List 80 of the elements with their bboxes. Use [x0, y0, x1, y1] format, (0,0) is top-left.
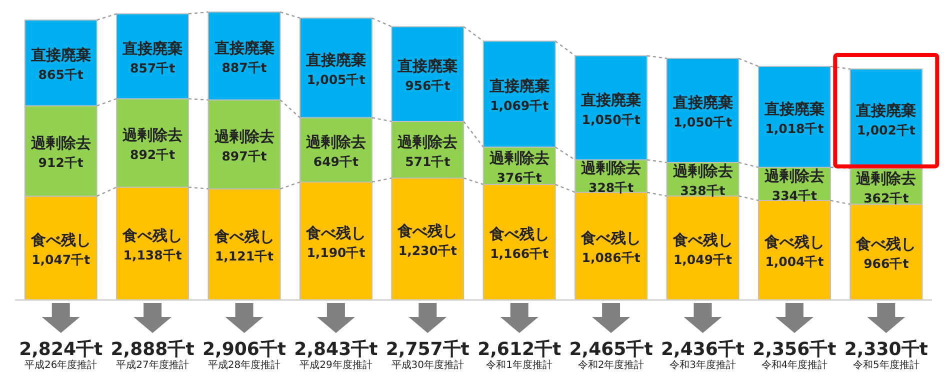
text: 直接廃棄 — [214, 38, 274, 57]
x-tick-label: 平成29年度推計 — [300, 359, 372, 371]
data-label: 865千t — [38, 66, 84, 82]
text: 過剰除去 — [764, 166, 824, 185]
data-label: 334千t — [772, 188, 818, 203]
data-label: 912千t — [38, 154, 84, 170]
x-tick-label: 令和1年度推計 — [486, 359, 553, 371]
data-label: 1,050千t — [582, 112, 640, 127]
data-label: 1,230千t — [398, 243, 457, 258]
text: 直接廃棄 — [672, 93, 733, 112]
total-label: 2,356千t — [752, 339, 837, 360]
text: 食べ残し — [122, 226, 183, 245]
data-label: 892千t — [130, 146, 176, 162]
data-label: 1,047千t — [32, 252, 90, 268]
series-label: 過剰除去 — [672, 162, 733, 180]
series-label: 直接廃棄 — [30, 46, 91, 64]
text: 過剰除去 — [306, 132, 366, 151]
x-tick-label: 令和3年度推計 — [670, 359, 736, 371]
data-label: 1,005千t — [306, 72, 366, 87]
text: 直接廃棄 — [856, 102, 916, 120]
text: 過剰除去 — [856, 169, 916, 188]
text: 食べ残し — [581, 229, 642, 248]
text: 直接廃棄 — [398, 57, 458, 76]
data-label: 328千t — [588, 180, 634, 196]
data-label: 376千t — [496, 170, 542, 185]
data-label: 897千t — [222, 148, 267, 164]
data-label: 1,086千t — [582, 250, 640, 266]
data-label: 857千t — [130, 60, 176, 76]
data-label: 1,050千t — [673, 114, 732, 130]
total-label: 2,757千t — [386, 339, 470, 360]
total-label: 2,612千t — [478, 339, 562, 360]
text: 食べ残し — [672, 231, 733, 249]
data-label: 1,166千t — [490, 246, 549, 262]
x-tick-label: 平成27年度推計 — [116, 359, 189, 371]
text: 過剰除去 — [398, 132, 458, 151]
text: 食べ残し — [856, 235, 916, 254]
x-tick-label: 平成28年度推計 — [208, 359, 281, 371]
text: 食べ残し — [398, 222, 458, 240]
text: 過剰除去 — [581, 159, 642, 178]
data-label: 571千t — [405, 154, 450, 169]
data-label: 1,069千t — [490, 98, 549, 114]
text: 過剰除去 — [489, 148, 550, 167]
text: 過剰除去 — [122, 126, 183, 144]
x-tick-label: 平成30年度推計 — [391, 359, 464, 371]
text: 直接廃棄 — [764, 100, 824, 118]
text: 食べ残し — [489, 225, 550, 244]
total-label: 2,465千t — [569, 339, 654, 360]
data-label: 362千t — [864, 190, 909, 206]
text: 食べ残し — [214, 227, 274, 246]
data-label: 1,004千t — [765, 254, 824, 270]
text: 直接廃棄 — [581, 90, 642, 109]
data-label: 1,138千t — [123, 248, 182, 263]
text: 食べ残し — [764, 233, 824, 252]
data-label: 1,121千t — [214, 248, 274, 264]
x-tick-label: 令和2年度推計 — [578, 359, 644, 371]
text: 過剰除去 — [30, 134, 91, 152]
text: 直接廃棄 — [306, 50, 366, 69]
text: 直接廃棄 — [122, 39, 183, 58]
text: 過剰除去 — [214, 127, 274, 146]
data-label: 1,018千t — [765, 120, 824, 136]
data-label: 956千t — [405, 78, 450, 94]
data-label: 1,190千t — [306, 245, 366, 260]
data-label: 1,002千t — [856, 122, 916, 138]
total-label: 2,906千t — [202, 339, 286, 360]
data-label: 887千t — [222, 60, 267, 75]
data-label: 338千t — [680, 183, 726, 198]
text: 直接廃棄 — [489, 77, 550, 96]
data-label: 1,049千t — [673, 252, 732, 267]
text: 食べ残し — [306, 224, 366, 242]
data-label: 649千t — [313, 154, 359, 169]
data-label: 966千t — [864, 256, 909, 272]
total-label: 2,824千t — [19, 339, 104, 360]
series-label: 食べ残し — [30, 231, 91, 250]
x-tick-label: 令和4年度推計 — [761, 359, 828, 371]
total-label: 2,436千t — [660, 339, 745, 360]
total-label: 2,330千t — [844, 339, 928, 360]
x-tick-label: 令和5年度推計 — [852, 359, 920, 371]
x-tick-label: 平成26年度推計 — [24, 359, 98, 371]
total-label: 2,888千t — [110, 339, 195, 360]
total-label: 2,843千t — [294, 339, 378, 360]
